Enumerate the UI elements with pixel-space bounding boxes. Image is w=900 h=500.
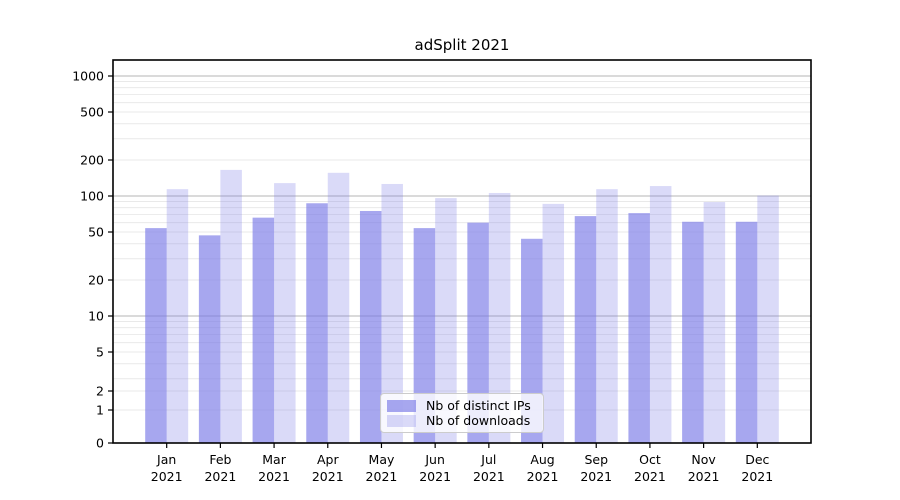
legend-label-downloads: Nb of downloads — [426, 413, 531, 428]
bar-ips — [252, 217, 275, 443]
y-tick-label: 50 — [88, 225, 104, 240]
bar-ips — [682, 221, 704, 443]
x-tick-label-year: 2021 — [312, 469, 344, 484]
bar-ips — [467, 222, 489, 443]
bar-downloads — [488, 192, 511, 443]
bar-downloads — [596, 189, 618, 443]
x-tick-label-month: Sep — [584, 452, 608, 467]
y-tick-label: 100 — [80, 189, 104, 204]
bar-ips — [413, 228, 436, 443]
x-tick-label-year: 2021 — [688, 469, 720, 484]
y-tick-label: 500 — [80, 105, 104, 120]
x-tick-label-year: 2021 — [419, 469, 451, 484]
x-tick-label-month: Apr — [317, 452, 339, 467]
x-tick-label-year: 2021 — [527, 469, 559, 484]
bar-downloads — [220, 169, 242, 444]
bar-downloads — [435, 198, 457, 443]
legend-item-ips: Nb of distinct IPs — [387, 398, 535, 413]
x-tick-label-month: Jan — [156, 452, 176, 467]
x-tick-label-month: Jun — [424, 452, 445, 467]
chart-title: adSplit 2021 — [414, 36, 510, 54]
legend-label-ips: Nb of distinct IPs — [426, 398, 531, 413]
legend-swatch-downloads-icon — [387, 414, 416, 427]
x-tick-label-month: Aug — [530, 452, 554, 467]
bar-downloads — [274, 183, 296, 443]
x-tick-label-month: Jul — [480, 452, 496, 467]
bar-downloads — [757, 195, 779, 443]
y-tick-label: 1 — [96, 403, 104, 418]
x-tick-label-year: 2021 — [204, 469, 236, 484]
bar-ips — [628, 213, 650, 443]
y-tick-label: 0 — [96, 436, 104, 451]
bar-downloads — [166, 189, 189, 443]
bar-ips — [521, 238, 543, 443]
y-tick-label: 5 — [96, 345, 104, 360]
x-tick-label-year: 2021 — [366, 469, 398, 484]
bar-downloads — [327, 172, 350, 443]
x-tick-label-year: 2021 — [473, 469, 505, 484]
x-tick-label-month: May — [369, 452, 395, 467]
y-tick-label: 20 — [88, 273, 104, 288]
x-tick-label-month: Feb — [209, 452, 231, 467]
bar-downloads — [542, 203, 565, 443]
legend-item-downloads: Nb of downloads — [387, 413, 535, 428]
y-tick-label: 2 — [96, 384, 104, 399]
y-tick-label: 10 — [88, 309, 104, 324]
bar-ips — [306, 203, 328, 443]
bar-ips — [198, 235, 221, 443]
bar-ips — [735, 221, 758, 443]
x-tick-label-month: Mar — [262, 452, 286, 467]
bar-ips — [145, 228, 167, 443]
x-tick-label-year: 2021 — [741, 469, 773, 484]
legend: Nb of distinct IPs Nb of downloads — [380, 393, 544, 433]
x-tick-label-year: 2021 — [580, 469, 612, 484]
bar-ips — [359, 210, 382, 443]
x-tick-label-year: 2021 — [151, 469, 183, 484]
x-tick-label-year: 2021 — [634, 469, 666, 484]
bar-downloads — [381, 183, 403, 443]
legend-swatch-ips-icon — [387, 399, 416, 412]
plot-frame — [112, 59, 812, 444]
x-tick-label-month: Dec — [745, 452, 769, 467]
x-tick-label-year: 2021 — [258, 469, 290, 484]
x-tick-label-month: Nov — [691, 452, 716, 467]
bar-downloads — [703, 202, 726, 443]
bar-downloads — [649, 186, 672, 444]
y-tick-label: 1000 — [72, 69, 104, 84]
y-tick-label: 200 — [80, 153, 104, 168]
bar-ips — [574, 216, 597, 443]
x-tick-label-month: Oct — [639, 452, 661, 467]
